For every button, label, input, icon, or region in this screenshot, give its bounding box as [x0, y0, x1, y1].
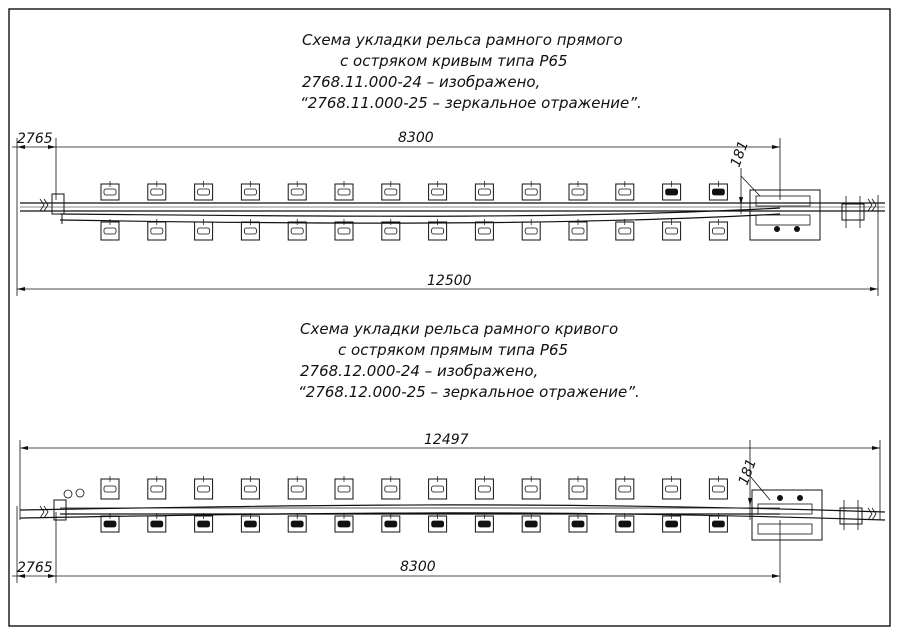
- fastener-plate: [240, 513, 260, 533]
- dim-gap-label-2: 181: [736, 457, 760, 488]
- fastener-plate: [474, 513, 494, 533]
- switch-point-rail: [59, 207, 781, 217]
- fastener-plate: [287, 181, 307, 201]
- fastener-plate: [708, 513, 728, 533]
- fastener-plate: [615, 219, 635, 241]
- dim-total-label: 12500: [427, 273, 472, 289]
- scheme-1-title-line-1: Схема укладки рельса рамного прямого: [302, 31, 623, 49]
- dim-gap-label: 181: [728, 139, 752, 170]
- fastener-plate: [428, 513, 448, 533]
- fastener-plate: [568, 513, 588, 533]
- scheme-2-track: [19, 476, 886, 541]
- rail-end-clamp: [841, 203, 865, 221]
- drawing-frame: [8, 8, 891, 627]
- fastener-plate: [334, 181, 354, 201]
- dim-total-label-2: 12497: [424, 432, 469, 448]
- dim-span-label-2: 8300: [400, 559, 436, 575]
- fastener-plate: [381, 513, 401, 533]
- fastener-plate: [708, 181, 728, 201]
- scheme-2-dimensions: 12497 2765 8300 181: [12, 432, 881, 583]
- fastener-plate: [381, 219, 401, 241]
- fastener-plate: [334, 219, 354, 241]
- fastener-plate: [708, 219, 728, 241]
- fastener-plate: [428, 476, 448, 500]
- fastener-plate: [474, 219, 494, 241]
- scheme-1-title: Схема укладки рельса рамного прямого с о…: [300, 31, 642, 112]
- fastener-plate: [194, 219, 214, 241]
- fastener-plate: [194, 513, 214, 533]
- fastener-plate: [568, 219, 588, 241]
- fastener-plate: [568, 181, 588, 201]
- dim-span-label: 8300: [398, 130, 434, 146]
- scheme-2-title-line-2: с остряком прямым типа Р65: [338, 341, 568, 359]
- fastener-plate: [100, 513, 120, 533]
- fastener-plate: [100, 219, 120, 241]
- scheme-1-title-line-3: 2768.11.000-24 – изображено,: [302, 73, 540, 91]
- fastener-plate: [287, 513, 307, 533]
- fastener-plate: [240, 181, 260, 201]
- fastener-plate: [428, 219, 448, 241]
- scheme-2-title-line-1: Схема укладки рельса рамного кривого: [300, 320, 618, 338]
- frame-rail-curved-bottom: [19, 512, 886, 521]
- switch-heel-pad: [749, 189, 821, 241]
- fastener-plate: [615, 476, 635, 500]
- fastener-plate: [100, 181, 120, 201]
- fastener-plate: [521, 181, 541, 201]
- fastener-plate: [662, 476, 682, 500]
- frame-rail-curved-top: [19, 504, 886, 513]
- scheme-2-title-line-4: “2768.12.000-25 – зеркальное отражение”.: [298, 383, 640, 401]
- scheme-1-track: [20, 181, 885, 241]
- switch-heel-pad-2: [751, 489, 823, 541]
- fastener-plate: [147, 181, 167, 201]
- fastener-plate: [662, 513, 682, 533]
- fastener-plate: [287, 219, 307, 241]
- fastener-plate: [662, 219, 682, 241]
- fastener-plate: [521, 219, 541, 241]
- scheme-1-title-line-4: “2768.11.000-25 – зеркальное отражение”.: [300, 94, 642, 112]
- scheme-1-title-line-2: с остряком кривым типа Р65: [340, 52, 568, 70]
- fastener-plate: [100, 476, 120, 500]
- fastener-plate: [147, 476, 167, 500]
- rail-end-clamp-2: [839, 507, 863, 525]
- fastener-plate: [521, 476, 541, 500]
- rail-joint-2: [53, 499, 67, 521]
- fastener-plate: [334, 513, 354, 533]
- fastener-plate: [381, 476, 401, 500]
- fastener-plate: [194, 181, 214, 201]
- scheme-2-title-line-3: 2768.12.000-24 – изображено,: [300, 362, 538, 380]
- fastener-plate: [474, 476, 494, 500]
- fastener-plate: [381, 181, 401, 201]
- scheme-1-dimensions: 2765 8300 12500 181: [12, 130, 879, 296]
- fastener-plate: [428, 181, 448, 201]
- fastener-plate: [474, 181, 494, 201]
- dim-offset-label-2: 2765: [17, 560, 53, 576]
- fastener-plate: [194, 476, 214, 500]
- fastener-plate: [568, 476, 588, 500]
- fastener-plate: [662, 181, 682, 201]
- fastener-plate: [615, 181, 635, 201]
- dim-offset-label: 2765: [17, 131, 53, 147]
- fastener-plate: [521, 513, 541, 533]
- fastener-plate: [287, 476, 307, 500]
- fastener-plate: [147, 219, 167, 241]
- fastener-plate: [615, 513, 635, 533]
- rail-joint: [51, 193, 65, 215]
- fastener-plate: [147, 513, 167, 533]
- fastener-plate: [240, 219, 260, 241]
- fastener-plate: [240, 476, 260, 500]
- fastener-plate: [708, 476, 728, 500]
- fastener-plate: [334, 476, 354, 500]
- scheme-2-title: Схема укладки рельса рамного кривого с о…: [298, 320, 640, 401]
